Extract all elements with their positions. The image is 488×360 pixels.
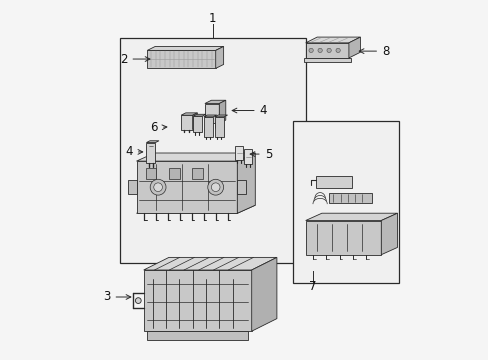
Polygon shape bbox=[136, 161, 237, 213]
Polygon shape bbox=[235, 146, 243, 160]
Polygon shape bbox=[244, 149, 251, 164]
Polygon shape bbox=[204, 100, 225, 104]
Polygon shape bbox=[348, 37, 360, 58]
Polygon shape bbox=[143, 257, 276, 270]
Bar bbox=[120, 38, 305, 263]
Polygon shape bbox=[143, 270, 251, 331]
Polygon shape bbox=[147, 331, 247, 340]
Polygon shape bbox=[381, 213, 397, 255]
Polygon shape bbox=[328, 193, 371, 203]
Polygon shape bbox=[193, 114, 205, 116]
Circle shape bbox=[317, 48, 322, 53]
Polygon shape bbox=[181, 113, 197, 115]
Polygon shape bbox=[203, 115, 216, 117]
Circle shape bbox=[308, 48, 313, 53]
Polygon shape bbox=[305, 220, 381, 255]
Polygon shape bbox=[192, 113, 197, 130]
Circle shape bbox=[150, 179, 166, 195]
Text: 3: 3 bbox=[103, 291, 131, 303]
Polygon shape bbox=[147, 46, 223, 50]
Polygon shape bbox=[215, 46, 223, 68]
Polygon shape bbox=[305, 43, 348, 58]
Circle shape bbox=[326, 48, 330, 53]
Circle shape bbox=[207, 179, 223, 195]
Polygon shape bbox=[237, 153, 255, 213]
Polygon shape bbox=[316, 176, 352, 188]
Polygon shape bbox=[181, 115, 192, 130]
Polygon shape bbox=[204, 104, 219, 123]
Polygon shape bbox=[146, 141, 159, 143]
Text: 7: 7 bbox=[308, 280, 316, 293]
Polygon shape bbox=[219, 100, 225, 123]
Bar bbox=[292, 121, 399, 283]
Text: 4: 4 bbox=[232, 104, 266, 117]
Polygon shape bbox=[251, 257, 276, 331]
Polygon shape bbox=[146, 143, 155, 163]
Text: 4: 4 bbox=[125, 145, 142, 158]
Bar bbox=[192, 168, 203, 179]
Polygon shape bbox=[237, 180, 246, 194]
Polygon shape bbox=[305, 37, 360, 43]
Text: 6: 6 bbox=[150, 121, 166, 134]
Polygon shape bbox=[214, 115, 227, 117]
Bar bbox=[168, 168, 179, 179]
Text: 1: 1 bbox=[209, 12, 216, 25]
Circle shape bbox=[153, 183, 162, 192]
Circle shape bbox=[335, 48, 340, 53]
Circle shape bbox=[135, 298, 141, 303]
Bar bbox=[145, 168, 156, 179]
Polygon shape bbox=[193, 116, 202, 132]
Polygon shape bbox=[127, 180, 136, 194]
Polygon shape bbox=[214, 117, 224, 136]
Circle shape bbox=[211, 183, 220, 192]
Polygon shape bbox=[147, 50, 215, 68]
Polygon shape bbox=[136, 153, 255, 161]
Text: 5: 5 bbox=[250, 148, 271, 161]
Polygon shape bbox=[305, 213, 397, 220]
Text: 8: 8 bbox=[359, 45, 388, 58]
Text: 2: 2 bbox=[120, 53, 150, 66]
Polygon shape bbox=[136, 205, 255, 213]
Polygon shape bbox=[303, 58, 350, 62]
Polygon shape bbox=[203, 117, 213, 136]
